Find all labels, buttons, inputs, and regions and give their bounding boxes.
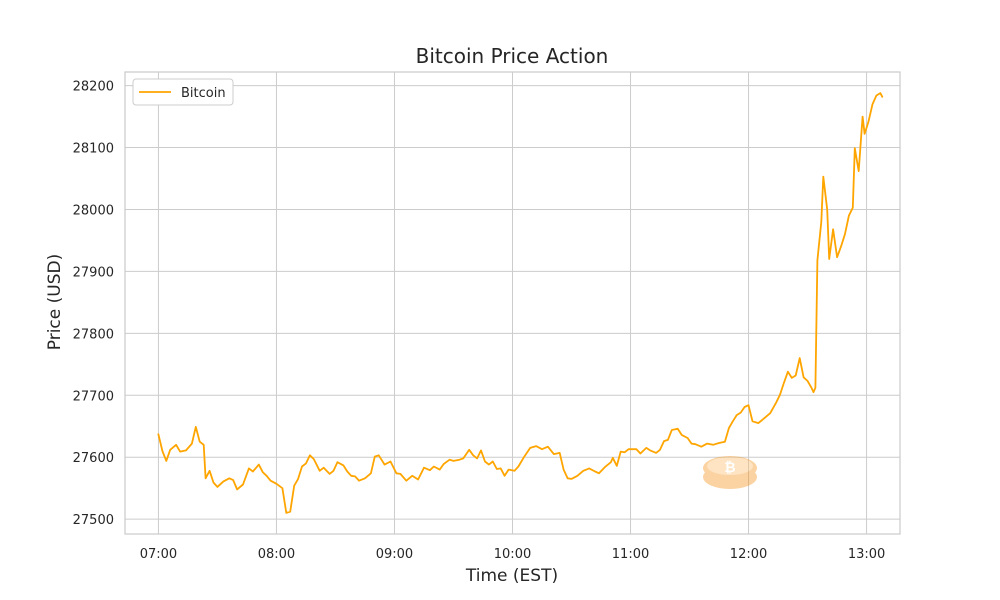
x-tick-label: 07:00 xyxy=(140,547,177,562)
x-tick-label: 12:00 xyxy=(730,547,767,562)
plot-frame xyxy=(124,71,901,535)
y-tick-labels: 27500 27600 27700 27800 27900 28000 28100 28200 xyxy=(73,80,114,529)
svg-text:₿: ₿ xyxy=(724,460,735,476)
series-line-bitcoin xyxy=(157,92,884,514)
chart-title: Bitcoin Price Action xyxy=(416,44,609,68)
y-tick-label: 27900 xyxy=(73,265,114,280)
x-tick-labels: 07:00 08:00 09:00 10:00 11:00 12:00 13:00 xyxy=(140,547,886,562)
y-tick-label: 27800 xyxy=(73,327,114,342)
y-tick-label: 28200 xyxy=(73,80,114,95)
y-axis-title: Price (USD) xyxy=(45,254,65,350)
y-tick-label: 28100 xyxy=(73,142,114,157)
y-tick-label: 28000 xyxy=(73,203,114,218)
y-tick-label: 27500 xyxy=(73,513,114,528)
legend-box xyxy=(132,78,234,106)
bitcoin-logo-icon: ₿ xyxy=(703,456,757,489)
grid-layer xyxy=(125,72,900,534)
x-tick-label: 09:00 xyxy=(376,547,413,562)
x-tick-label: 08:00 xyxy=(258,547,295,562)
x-tick-label: 11:00 xyxy=(612,547,649,562)
legend-label: Bitcoin xyxy=(181,86,226,101)
series-layer xyxy=(157,92,884,514)
y-tick-label: 27600 xyxy=(73,451,114,466)
legend: Bitcoin xyxy=(132,78,234,106)
x-tick-label: 10:00 xyxy=(494,547,531,562)
x-axis-title: Time (EST) xyxy=(465,566,558,586)
y-tick-label: 27700 xyxy=(73,389,114,404)
x-tick-label: 13:00 xyxy=(848,547,885,562)
